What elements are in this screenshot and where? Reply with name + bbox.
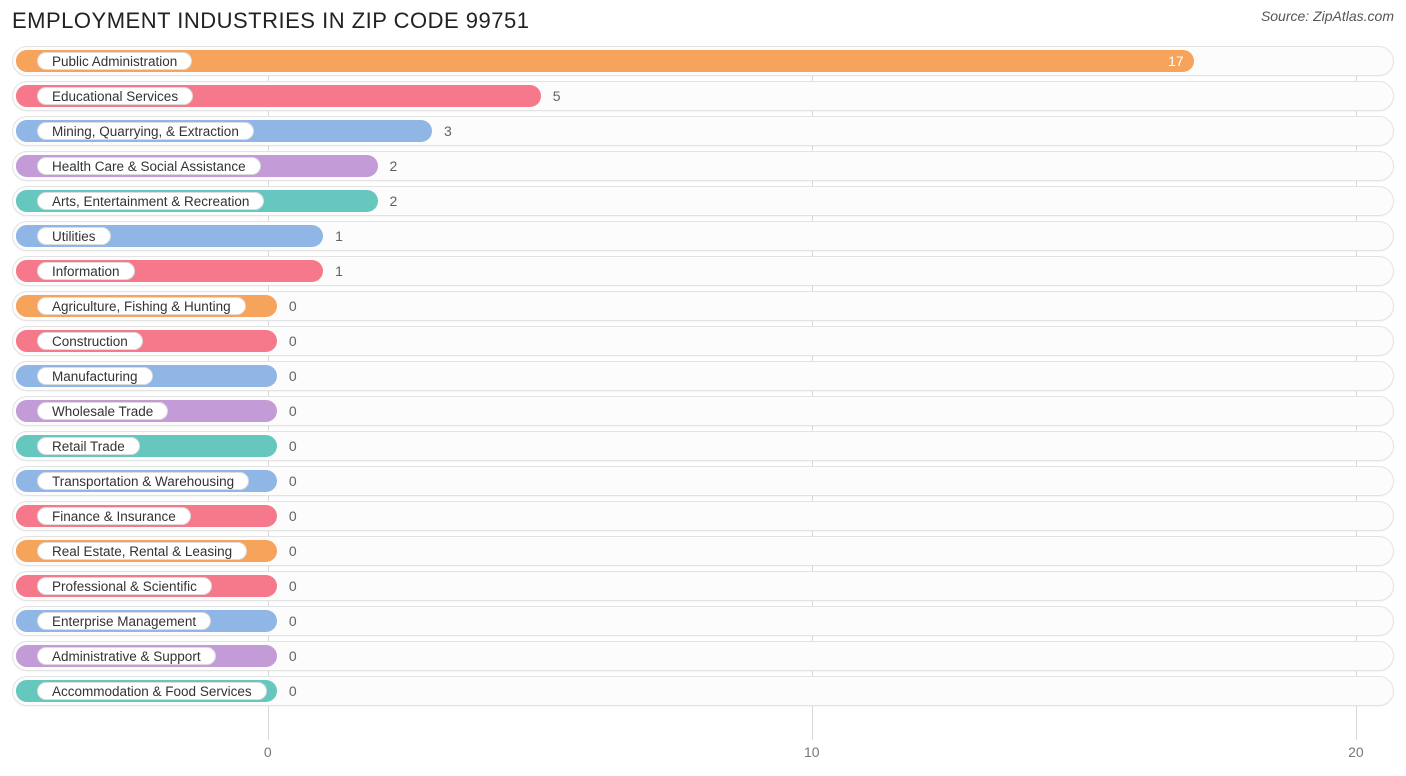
chart-source: Source: ZipAtlas.com (1261, 8, 1394, 24)
bar-track: Mining, Quarrying, & Extraction 3 (12, 116, 1394, 146)
plot-area: 17 Public Administration Educational Servi… (12, 46, 1394, 740)
x-axis-tick-label: 0 (264, 744, 272, 760)
bar-label-pill: Wholesale Trade (37, 402, 168, 420)
bar-value: 5 (553, 88, 561, 104)
bar-label-pill: Accommodation & Food Services (37, 682, 267, 700)
bar-track: Educational Services 5 (12, 81, 1394, 111)
bar-label-pill: Utilities (37, 227, 111, 245)
bar-label-pill: Retail Trade (37, 437, 140, 455)
bar-value: 0 (289, 613, 297, 629)
bar-value: 0 (289, 648, 297, 664)
bar-label-pill: Educational Services (37, 87, 193, 105)
bar-track: Utilities 1 (12, 221, 1394, 251)
bar-track: Professional & Scientific 0 (12, 571, 1394, 601)
chart-header: EMPLOYMENT INDUSTRIES IN ZIP CODE 99751 … (12, 8, 1394, 34)
bar-label-pill: Public Administration (37, 52, 192, 70)
bar-label-pill: Information (37, 262, 135, 280)
bar-label-pill: Professional & Scientific (37, 577, 212, 595)
bar-value: 0 (289, 403, 297, 419)
bar-value: 17 (1168, 53, 1184, 69)
bar-track: Administrative & Support 0 (12, 641, 1394, 671)
bar-value: 0 (289, 438, 297, 454)
bar-label-pill: Mining, Quarrying, & Extraction (37, 122, 254, 140)
chart-container: EMPLOYMENT INDUSTRIES IN ZIP CODE 99751 … (0, 0, 1406, 776)
bar-value: 0 (289, 368, 297, 384)
bar-track: Wholesale Trade 0 (12, 396, 1394, 426)
bar-track: Agriculture, Fishing & Hunting 0 (12, 291, 1394, 321)
x-axis-tick-label: 10 (804, 744, 820, 760)
bar-value: 2 (390, 158, 398, 174)
bar-value: 0 (289, 683, 297, 699)
bar-track: Information 1 (12, 256, 1394, 286)
bar-rows: 17 Public Administration Educational Servi… (12, 46, 1394, 706)
bar-label-pill: Real Estate, Rental & Leasing (37, 542, 247, 560)
bar-value: 0 (289, 333, 297, 349)
bar-track: Retail Trade 0 (12, 431, 1394, 461)
bar-track: Real Estate, Rental & Leasing 0 (12, 536, 1394, 566)
bar-track: Enterprise Management 0 (12, 606, 1394, 636)
bar-track: 17 Public Administration (12, 46, 1394, 76)
bar-track: Finance & Insurance 0 (12, 501, 1394, 531)
bar-value: 0 (289, 543, 297, 559)
x-axis-tick-label: 20 (1348, 744, 1364, 760)
x-axis: 0 10 20 (0, 744, 1406, 764)
bar-value: 3 (444, 123, 452, 139)
bar: 17 (16, 50, 1194, 72)
bar-label-pill: Health Care & Social Assistance (37, 157, 261, 175)
bar-label-pill: Transportation & Warehousing (37, 472, 249, 490)
bar-track: Manufacturing 0 (12, 361, 1394, 391)
bar-value: 0 (289, 508, 297, 524)
bar-value: 0 (289, 298, 297, 314)
bar-label-pill: Enterprise Management (37, 612, 211, 630)
bar-value: 2 (390, 193, 398, 209)
bar-track: Accommodation & Food Services 0 (12, 676, 1394, 706)
bar-value: 1 (335, 263, 343, 279)
bar-value: 0 (289, 473, 297, 489)
bar-track: Construction 0 (12, 326, 1394, 356)
bar-label-pill: Construction (37, 332, 143, 350)
bar-value: 0 (289, 578, 297, 594)
bar-label-pill: Agriculture, Fishing & Hunting (37, 297, 246, 315)
bar-track: Health Care & Social Assistance 2 (12, 151, 1394, 181)
bar-value: 1 (335, 228, 343, 244)
bar-label-pill: Manufacturing (37, 367, 153, 385)
bar-track: Transportation & Warehousing 0 (12, 466, 1394, 496)
bar-label-pill: Finance & Insurance (37, 507, 191, 525)
bar-track: Arts, Entertainment & Recreation 2 (12, 186, 1394, 216)
chart-title: EMPLOYMENT INDUSTRIES IN ZIP CODE 99751 (12, 8, 530, 34)
bar-label-pill: Administrative & Support (37, 647, 216, 665)
bar-label-pill: Arts, Entertainment & Recreation (37, 192, 264, 210)
